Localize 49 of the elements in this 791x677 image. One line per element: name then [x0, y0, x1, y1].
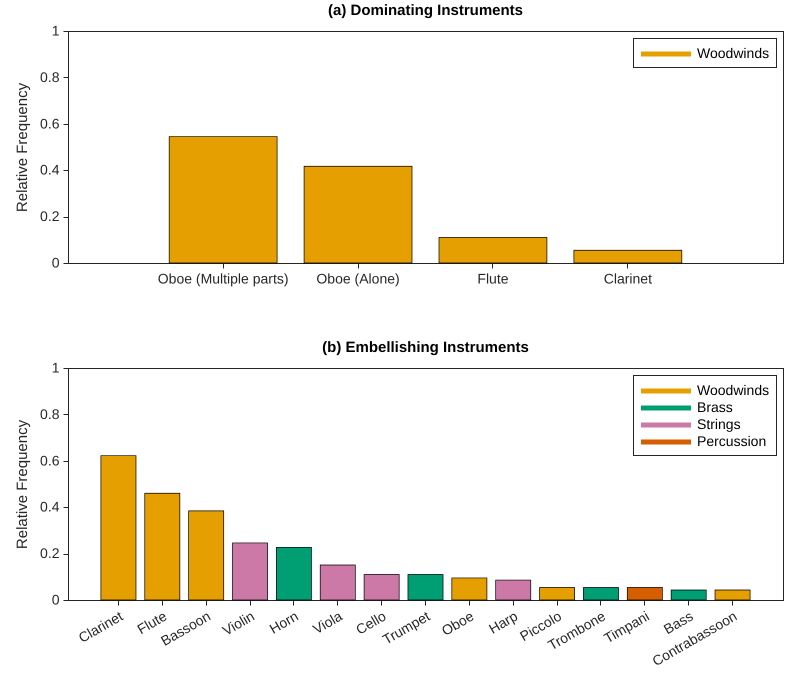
y-tick-label: 0: [52, 592, 60, 608]
bar: [714, 590, 750, 600]
y-tick-label: 0.8: [40, 68, 60, 85]
bar: [304, 166, 412, 264]
bar: [539, 587, 575, 600]
bar: [188, 510, 224, 600]
y-tick-label: 0.8: [40, 406, 60, 422]
y-axis-title: Relative Frequency: [14, 82, 32, 212]
bar: [232, 542, 268, 600]
y-tick-label: 1: [52, 22, 60, 38]
x-tick-label: Violin: [220, 608, 258, 639]
bar: [438, 237, 548, 264]
x-tick-label: Viola: [310, 608, 345, 638]
bar: [670, 590, 707, 600]
y-tick-label: 0.4: [40, 498, 60, 515]
y-tick-label: 1: [52, 360, 60, 376]
bar: [408, 574, 444, 600]
legend-label: Woodwinds: [697, 45, 770, 61]
bar: [320, 564, 356, 600]
y-tick-label: 0: [52, 254, 60, 270]
y-tick-label: 0.2: [40, 545, 60, 562]
x-tick-label: Harp: [486, 608, 520, 637]
bar: [364, 574, 400, 600]
legend-label: Strings: [697, 416, 741, 432]
x-tick-label: Oboe (Multiple parts): [158, 270, 288, 286]
bar: [144, 492, 180, 600]
bar: [574, 250, 682, 264]
x-tick-label: Oboe (Alone): [316, 270, 400, 286]
y-tick-label: 0.6: [40, 452, 60, 468]
y-tick-label: 0.2: [40, 208, 60, 224]
x-tick-label: Oboe: [438, 608, 477, 639]
legend-label: Brass: [697, 399, 733, 415]
x-tick-label: Clarinet: [604, 270, 652, 286]
bar: [626, 587, 663, 600]
bar: [451, 578, 488, 600]
bar: [100, 455, 136, 600]
x-tick-label: Horn: [266, 608, 301, 637]
legend-label: Woodwinds: [697, 382, 770, 398]
chart-title: (b) Embellishing Instruments: [322, 339, 529, 356]
y-tick-label: 0.4: [40, 162, 60, 178]
y-tick-label: 0.6: [40, 115, 60, 132]
y-axis-title: Relative Frequency: [14, 419, 32, 550]
chart-title: (a) Dominating Instruments: [328, 2, 524, 19]
bar: [168, 136, 278, 264]
bar: [276, 546, 312, 600]
x-tick-label: Flute: [477, 270, 509, 286]
bar: [495, 580, 532, 600]
bar: [583, 587, 619, 600]
legend-label: Percussion: [697, 433, 766, 449]
